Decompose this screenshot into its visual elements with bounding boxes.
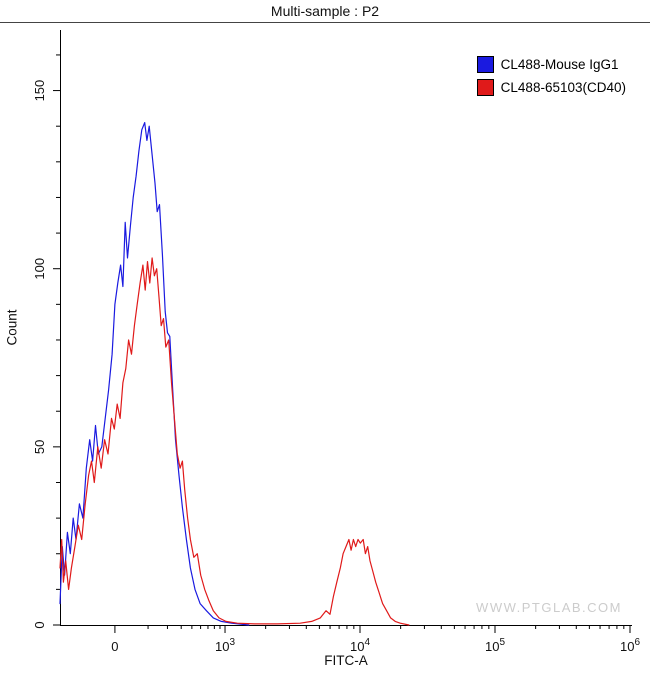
- watermark: WWW.PTGLAB.COM: [476, 600, 622, 615]
- x-axis-title: FITC-A: [324, 653, 368, 668]
- y-tick-label: 100: [32, 258, 47, 280]
- y-tick-label: 50: [32, 440, 47, 454]
- legend-label-igg1: CL488-Mouse IgG1: [500, 57, 619, 72]
- legend-swatch-blue: [476, 56, 494, 73]
- histogram-curve-red: [59, 257, 410, 626]
- legend-swatch-red: [476, 79, 494, 96]
- x-tick-label: 105: [485, 637, 505, 654]
- x-tick-label: 106: [620, 637, 640, 654]
- x-tick-label: 103: [215, 637, 235, 654]
- legend-label-cd40: CL488-65103(CD40): [500, 80, 626, 95]
- y-tick-label: 0: [32, 621, 47, 628]
- histogram-curve-blue: [59, 121, 250, 626]
- y-tick-label: 150: [32, 80, 47, 102]
- legend-item-igg1: CL488-Mouse IgG1: [476, 56, 626, 73]
- x-tick-label: 0: [111, 639, 118, 654]
- chart-title: Multi-sample : P2: [270, 3, 380, 19]
- x-tick-label: 104: [350, 637, 370, 654]
- legend-item-cd40: CL488-65103(CD40): [476, 79, 626, 96]
- y-axis-title: Count: [4, 309, 20, 346]
- legend: CL488-Mouse IgG1 CL488-65103(CD40): [476, 56, 626, 96]
